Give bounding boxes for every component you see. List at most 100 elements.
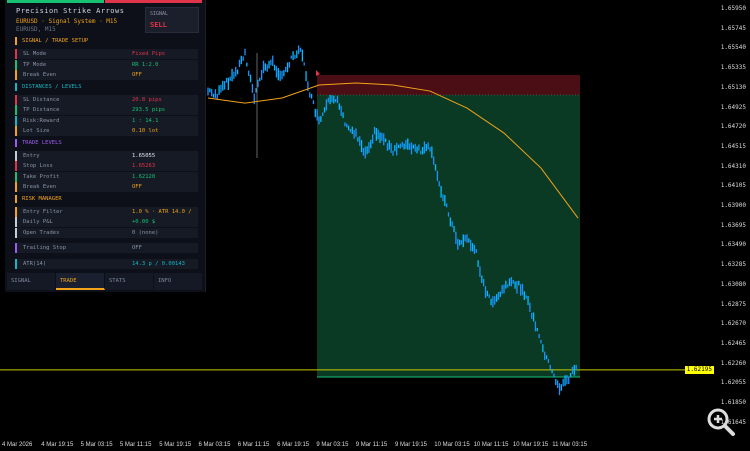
section-header: RISK MANAGER: [15, 194, 62, 203]
row-value: OFF: [132, 72, 142, 78]
row-label: Take Profit: [23, 173, 60, 180]
info-row: Take Profit 1.62120: [15, 171, 198, 182]
price-tick: 1.64310: [720, 162, 746, 170]
info-row: Open Trades 0 (none): [15, 227, 198, 238]
row-label: Entry: [23, 152, 40, 159]
row-label: Break Even: [23, 184, 57, 190]
row-label: Open Trades: [23, 229, 60, 236]
info-row: TP Mode RR 1:2.0: [15, 59, 198, 70]
time-tick: 10 Mar 03:15: [434, 442, 470, 448]
price-tick: 1.63695: [720, 221, 746, 229]
row-value: Fixed Pips: [132, 51, 166, 57]
section-header: DISTANCES / LEVELS: [15, 82, 82, 91]
sell-arrow-icon: [316, 70, 320, 76]
panel-title: Precision Strike Arrows: [16, 7, 125, 15]
row-label: Stop Loss: [23, 163, 53, 169]
section-header: SIGNAL / TRADE SETUP: [15, 37, 88, 45]
price-tick: 1.65950: [720, 5, 746, 12]
time-tick: 9 Mar 03:15: [316, 442, 349, 448]
info-row: Lot Size 0.10 lot: [15, 126, 198, 136]
price-tick: 1.64925: [720, 103, 746, 111]
row-label: Trailing Stop: [23, 245, 67, 251]
row-value: OFF: [132, 245, 142, 251]
time-tick: 6 Mar 19:15: [277, 442, 310, 448]
price-tick: 1.62670: [720, 320, 746, 328]
time-tick: 6 Mar 03:15: [198, 442, 231, 448]
time-tick: 9 Mar 11:15: [355, 442, 388, 448]
time-tick: 9 Mar 19:15: [395, 442, 428, 448]
time-tick: 5 Mar 19:15: [159, 442, 192, 448]
status-bar-red: [105, 0, 202, 3]
info-row: Risk:Reward 1 : 14.1: [15, 115, 198, 126]
price-tick: 1.65745: [720, 24, 746, 32]
row-value: OFF: [132, 184, 142, 190]
info-row: ATR(14) 14.3 p / 0.00143: [15, 258, 198, 269]
price-tick: 1.63285: [720, 261, 746, 269]
price-tick: 1.64105: [720, 182, 746, 190]
row-value: 0.10 lot: [132, 128, 159, 134]
row-label: Break Even: [23, 72, 57, 78]
row-value: 1.65263: [132, 163, 156, 169]
price-tick: 1.62875: [720, 300, 746, 308]
row-value: 293.5 pips: [132, 107, 166, 113]
row-label: ATR(14): [23, 260, 47, 267]
panel-tabs: SIGNAL TRADE STATS INFO: [7, 273, 203, 290]
price-tick: 1.62260: [720, 359, 746, 367]
tab-signal[interactable]: SIGNAL: [7, 273, 56, 290]
time-tick: 5 Mar 03:15: [80, 442, 113, 448]
tab-info[interactable]: INFO: [154, 273, 203, 290]
take-profit-zone: [317, 95, 580, 378]
row-label: Lot Size: [23, 128, 50, 134]
info-row: Break Even OFF: [15, 70, 198, 80]
row-value: 1.62120: [132, 173, 156, 180]
row-value: 0 (none): [132, 229, 159, 236]
price-tick: 1.65130: [720, 83, 746, 91]
section-header: TRADE LEVELS: [15, 138, 62, 147]
price-tick: 1.61645: [720, 418, 746, 426]
time-tick: 6 Mar 11:15: [237, 442, 270, 448]
moving-average-line: [207, 82, 579, 219]
signal-box: SIGNAL SELL: [145, 7, 199, 33]
price-tick: 1.63900: [720, 202, 746, 209]
strategy-panel: Precision Strike Arrows EURUSD · Signal …: [5, 0, 206, 292]
price-tick: 1.62465: [720, 339, 746, 347]
tab-stats[interactable]: STATS: [105, 273, 154, 290]
row-value: +0.00 $: [132, 219, 156, 225]
row-label: TP Distance: [23, 107, 60, 113]
row-value: 14.3 p / 0.00143: [132, 260, 185, 267]
price-tick: 1.65335: [720, 64, 746, 72]
row-label: Risk:Reward: [23, 117, 60, 124]
time-tick: 10 Mar 19:15: [512, 442, 549, 448]
info-row: Trailing Stop OFF: [15, 243, 198, 253]
status-bar-green: [7, 0, 104, 3]
price-tick: 1.64720: [720, 123, 746, 131]
price-tick: 1.62055: [720, 379, 746, 387]
info-row: Break Even OFF: [15, 182, 198, 192]
stop-loss-zone: [317, 75, 580, 96]
price-tick: 1.64515: [720, 142, 746, 150]
price-tick: 1.61850: [720, 399, 746, 406]
row-label: TP Mode: [23, 61, 47, 68]
time-tick: 5 Mar 11:15: [119, 442, 152, 448]
row-value: RR 1:2.0: [132, 61, 159, 68]
info-row: Daily P&L +0.00 $: [15, 217, 198, 227]
price-tick: 1.63080: [720, 280, 746, 288]
price-tick: 1.65540: [720, 44, 746, 52]
signal-value: SELL: [150, 21, 167, 29]
symbol-line: EURUSD, M15: [16, 26, 56, 33]
signal-label: SIGNAL: [150, 11, 169, 17]
price-tick: 1.63490: [720, 241, 746, 249]
info-row: SL Mode Fixed Pips: [15, 49, 198, 59]
info-row: Entry 1.65055: [15, 150, 198, 161]
info-row: SL Distance 20.8 pips: [15, 94, 198, 105]
info-row: Stop Loss 1.65263: [15, 161, 198, 171]
time-tick: 4 Mar 19:15: [41, 442, 74, 448]
zoom-in-icon[interactable]: [706, 407, 736, 437]
time-tick: 10 Mar 11:15: [473, 442, 509, 448]
current-price-label: 1.62195: [684, 365, 714, 374]
time-tick: 11 Mar 03:15: [552, 442, 588, 448]
panel-subtitle: EURUSD · Signal System · M15: [16, 18, 118, 25]
tab-trade[interactable]: TRADE: [56, 273, 105, 290]
row-label: Daily P&L: [23, 219, 53, 225]
